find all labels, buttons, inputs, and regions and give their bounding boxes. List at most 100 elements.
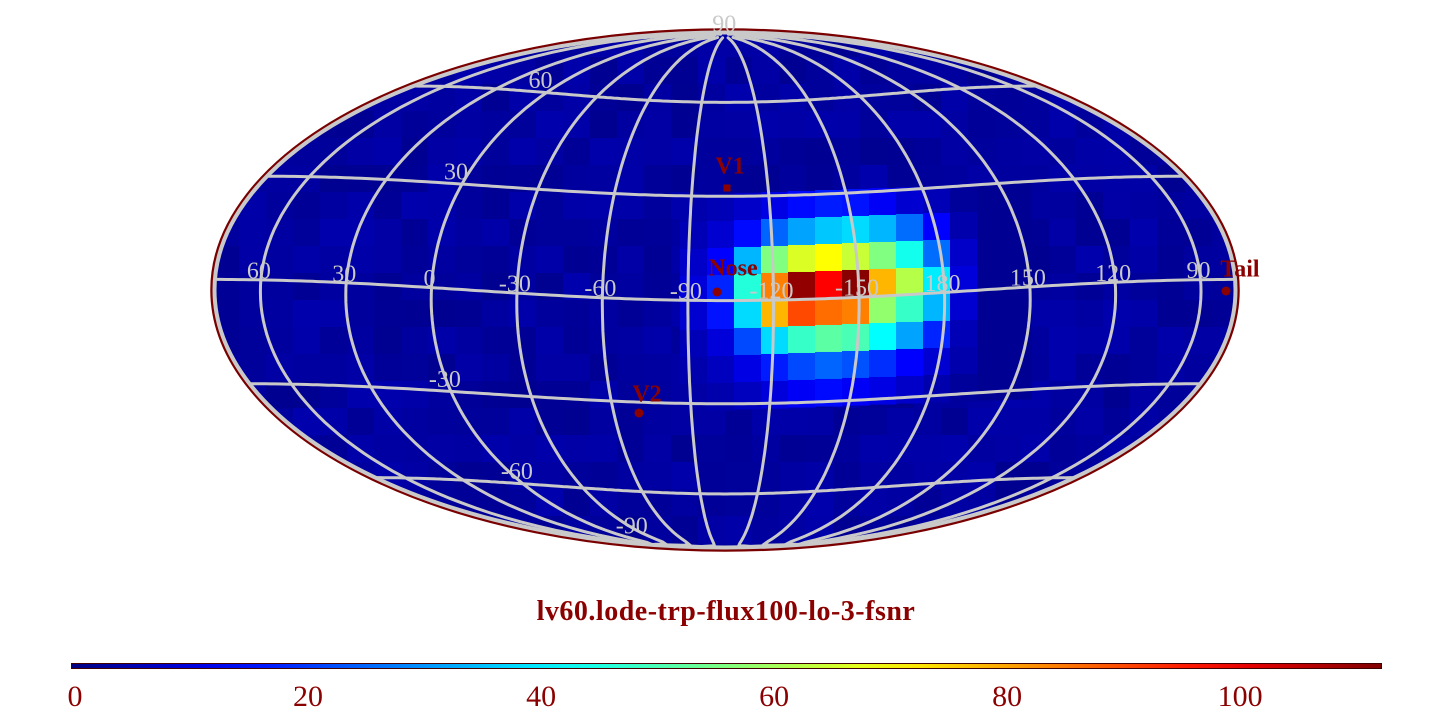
sky-texture-cell <box>1049 138 1077 166</box>
sky-texture-cell <box>995 435 1023 463</box>
hotspot-cell <box>788 271 816 300</box>
hotspot-cell <box>680 194 708 223</box>
hotspot-cell <box>977 318 1005 347</box>
sky-texture-cell <box>401 300 429 328</box>
lon-label--60: -60 <box>584 276 616 302</box>
hotspot-cell <box>923 239 951 268</box>
sky-texture-cell <box>347 300 375 328</box>
sky-texture-cell <box>401 138 429 166</box>
sky-texture-cell <box>941 111 969 139</box>
sky-texture-cell <box>293 246 321 274</box>
sky-texture-cell <box>644 273 672 301</box>
skymap-plot: 60 30 0 -30 -60 -90 -120 -150 180 150 120 90 90 60 30 -… <box>210 11 1260 552</box>
sky-texture-cell <box>887 408 915 436</box>
sky-texture-cell <box>401 462 429 490</box>
sky-texture-cell <box>1076 192 1104 220</box>
sky-texture-cell <box>617 273 645 301</box>
colorbar-tick-label-60: 60 <box>759 680 790 713</box>
sky-texture-cell <box>617 327 645 355</box>
sky-texture-cell <box>401 192 429 220</box>
hotspot-cell <box>950 184 978 213</box>
sky-texture-cell <box>266 246 294 274</box>
sky-texture-cell <box>671 516 699 544</box>
sky-texture-cell <box>1049 300 1077 328</box>
sky-texture-cell <box>509 273 537 301</box>
sky-texture-cell <box>617 246 645 274</box>
sky-texture-cell <box>401 165 429 193</box>
lon-label--120: -120 <box>749 279 793 305</box>
sky-texture-cell <box>563 192 591 220</box>
sky-texture-cell <box>401 435 429 463</box>
sky-texture-cell <box>482 354 510 382</box>
sky-texture-cell <box>266 273 294 301</box>
sky-texture-cell <box>725 516 753 544</box>
marker-dot-v1 <box>723 184 731 192</box>
sky-texture-cell <box>590 138 618 166</box>
sky-texture-cell <box>833 111 861 139</box>
colorbar-tick-label-100: 100 <box>1217 680 1263 713</box>
sky-texture-cell <box>698 165 726 193</box>
hotspot-cell <box>1004 182 1032 211</box>
sky-texture-cell <box>455 192 483 220</box>
lon-label-150: 150 <box>1010 265 1046 291</box>
sky-texture-cell <box>806 111 834 139</box>
sky-texture-cell <box>563 138 591 166</box>
sky-texture-cell <box>509 111 537 139</box>
sky-texture-cell <box>1049 327 1077 355</box>
map-inner <box>216 34 1234 546</box>
hotspot-cell <box>734 381 762 410</box>
sky-texture-cell <box>725 138 753 166</box>
hotspot-cell <box>1004 290 1032 319</box>
sky-texture-cell <box>1076 246 1104 274</box>
hotspot-cell <box>707 355 735 384</box>
lon-label--150: -150 <box>835 276 879 302</box>
hotspot-cell <box>977 210 1005 239</box>
hotspot-cell <box>869 349 897 378</box>
sky-texture-cell <box>455 381 483 409</box>
sky-texture-cell <box>1130 246 1158 274</box>
hotspot-cell <box>680 248 708 277</box>
hotspot-cell <box>896 186 924 215</box>
sky-texture-cell <box>536 300 564 328</box>
sky-texture-cell <box>374 327 402 355</box>
sky-texture-cell <box>806 408 834 436</box>
hotspot-cell <box>950 373 978 402</box>
sky-texture-cell <box>671 57 699 85</box>
sky-texture-cell <box>293 354 321 382</box>
sky-texture-cell <box>617 300 645 328</box>
sky-texture-cell <box>1076 138 1104 166</box>
hotspot-cell <box>896 321 924 350</box>
sky-texture-cell <box>1157 273 1185 301</box>
hotspot-cell <box>923 320 951 349</box>
hotspot-cell <box>707 193 735 222</box>
sky-texture-cell <box>374 192 402 220</box>
sky-texture-cell <box>563 219 591 247</box>
sky-texture-cell <box>482 300 510 328</box>
hotspot-cell <box>869 241 897 270</box>
sky-texture-cell <box>293 219 321 247</box>
sky-texture-cell <box>725 111 753 139</box>
hotspot-cell <box>896 348 924 377</box>
lat-label--30: -30 <box>429 367 461 393</box>
sky-texture-cell <box>617 381 645 409</box>
hotspot-cell <box>707 301 735 330</box>
hotspot-cell <box>680 221 708 250</box>
hotspot-cell <box>869 322 897 351</box>
sky-texture-cell <box>1130 300 1158 328</box>
hotspot-cell <box>896 267 924 296</box>
hotspot-cell <box>761 245 789 274</box>
hotspot-cell <box>707 274 735 303</box>
sky-texture-cell <box>401 246 429 274</box>
sky-texture-cell <box>725 462 753 490</box>
sky-texture-cell <box>887 84 915 112</box>
parallel-line-0 <box>216 277 1234 303</box>
hotspot-cell <box>896 294 924 323</box>
sky-texture-cell <box>860 138 888 166</box>
sky-texture-cell <box>563 246 591 274</box>
sky-texture-cell <box>509 300 537 328</box>
sky-texture-cell <box>806 165 834 193</box>
hotspot-cell <box>842 269 870 298</box>
sky-texture-cell <box>509 435 537 463</box>
hotspot-cell <box>788 325 816 354</box>
hotspot-cell <box>977 372 1005 401</box>
